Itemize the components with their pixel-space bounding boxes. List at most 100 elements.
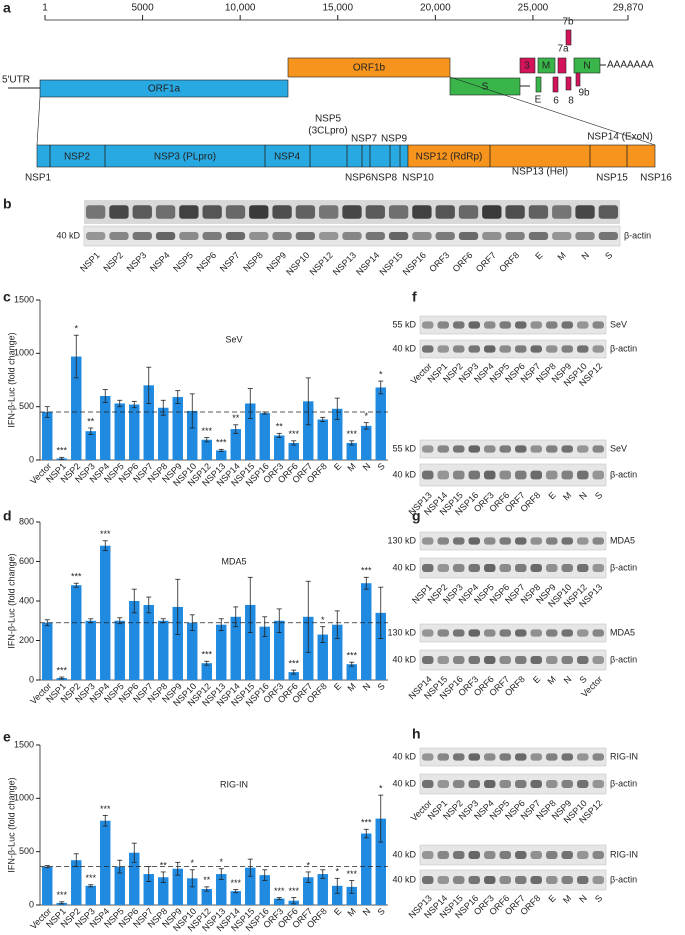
- blot-band: [422, 537, 434, 545]
- blot-band: [437, 537, 449, 545]
- significance: ***: [201, 426, 212, 436]
- blot-band: [453, 321, 465, 329]
- y-axis-title: IFN-β-Luc (fold change): [6, 332, 16, 427]
- y-tick-label: 1000: [14, 793, 34, 803]
- blot-band: [598, 205, 618, 219]
- significance: ***: [71, 572, 82, 582]
- blot-band: [515, 656, 527, 664]
- blot-band: [561, 537, 573, 545]
- lane-label: E: [547, 490, 558, 501]
- blot-band: [453, 753, 465, 761]
- bar: [288, 442, 299, 460]
- blot-band: [437, 321, 449, 329]
- significance: *: [74, 324, 78, 334]
- blot-strip: [419, 315, 607, 335]
- panel-label: b: [3, 196, 12, 212]
- x-tick-label: S: [376, 681, 387, 692]
- blot-strip: [419, 844, 607, 866]
- x-tick-label: M: [345, 461, 357, 473]
- blot-band: [388, 232, 409, 240]
- significance: ***: [56, 665, 67, 675]
- lane-label: E: [547, 893, 558, 904]
- blot-size: 40 kD: [392, 751, 416, 761]
- blot-band: [530, 445, 542, 453]
- blot-band: [577, 445, 589, 453]
- x-tick-label: N: [361, 681, 373, 693]
- blot-band: [437, 470, 449, 480]
- bar: [42, 866, 53, 905]
- lane-label: NSP16: [401, 250, 428, 277]
- bar: [259, 413, 270, 460]
- nsp-label: NSP4: [274, 152, 301, 163]
- blot-band: [453, 470, 465, 480]
- blot-strip: [419, 623, 607, 643]
- blot-strip: [419, 339, 607, 359]
- m-gene: [537, 57, 556, 74]
- y-tick-label: 500: [19, 846, 34, 856]
- blot-band: [468, 876, 480, 884]
- lane-label: NSP1: [78, 250, 102, 274]
- bar: [42, 622, 53, 680]
- blot-band: [515, 876, 527, 884]
- y-tick-label: 0: [29, 674, 34, 684]
- significance: ***: [201, 650, 212, 660]
- panel-label: f: [412, 289, 417, 305]
- significance: ***: [56, 446, 67, 456]
- blot-band: [546, 537, 558, 545]
- significance: ***: [230, 878, 241, 888]
- significance: ***: [100, 529, 111, 539]
- genome-label: 5′UTR: [2, 75, 30, 86]
- bar: [129, 852, 140, 905]
- panel-label: h: [412, 726, 421, 742]
- bar: [85, 885, 96, 905]
- blot-target: β-actin: [624, 230, 651, 240]
- bar: [85, 431, 96, 460]
- panel-label: c: [3, 289, 11, 305]
- lane-label: M: [545, 674, 557, 686]
- bar: [361, 833, 372, 905]
- x-tick-label: S: [376, 461, 387, 472]
- blot-band: [484, 656, 496, 664]
- panel-label: g: [412, 508, 421, 524]
- blot-band: [515, 537, 527, 545]
- blot-band: [422, 345, 434, 353]
- bar: [100, 545, 111, 680]
- genome-label: M: [542, 61, 550, 72]
- blot-target: SeV: [610, 443, 627, 453]
- bar: [245, 403, 256, 460]
- blot-band: [86, 205, 106, 219]
- significance: *: [379, 369, 383, 379]
- orf9b: [575, 72, 581, 87]
- lane-label: N: [579, 250, 591, 262]
- y-tick-label: 0: [29, 454, 34, 464]
- blot-target: β-actin: [610, 874, 637, 884]
- bar: [187, 410, 198, 460]
- nsp-label: NSP16: [640, 173, 672, 184]
- blot-band: [561, 470, 573, 480]
- orf1b: [287, 57, 451, 78]
- blot-band: [561, 780, 573, 788]
- blot-band: [365, 205, 385, 219]
- bar: [274, 435, 285, 460]
- nsp-label: NSP14 (ExoN): [587, 132, 653, 143]
- y-tick-label: 1500: [14, 294, 34, 304]
- blot-band: [592, 780, 604, 788]
- blot-target: RIG-IN: [610, 849, 638, 859]
- genome-label: 9b: [578, 88, 590, 99]
- bar: [201, 889, 212, 905]
- blot-band: [468, 537, 480, 545]
- significance: ***: [288, 886, 299, 896]
- blot-strip: [419, 747, 607, 767]
- blot-band: [468, 656, 480, 664]
- genome-label: 3: [524, 61, 530, 72]
- blot-band: [577, 876, 589, 884]
- x-tick-label: M: [345, 906, 357, 918]
- orf1a: [39, 79, 289, 98]
- lane-label: S: [593, 893, 604, 904]
- blot-band: [484, 780, 496, 788]
- y-tick-label: 1000: [14, 348, 34, 358]
- blot-band: [437, 656, 449, 664]
- blot-band: [86, 232, 106, 240]
- bar: [71, 860, 82, 905]
- bar: [375, 818, 386, 905]
